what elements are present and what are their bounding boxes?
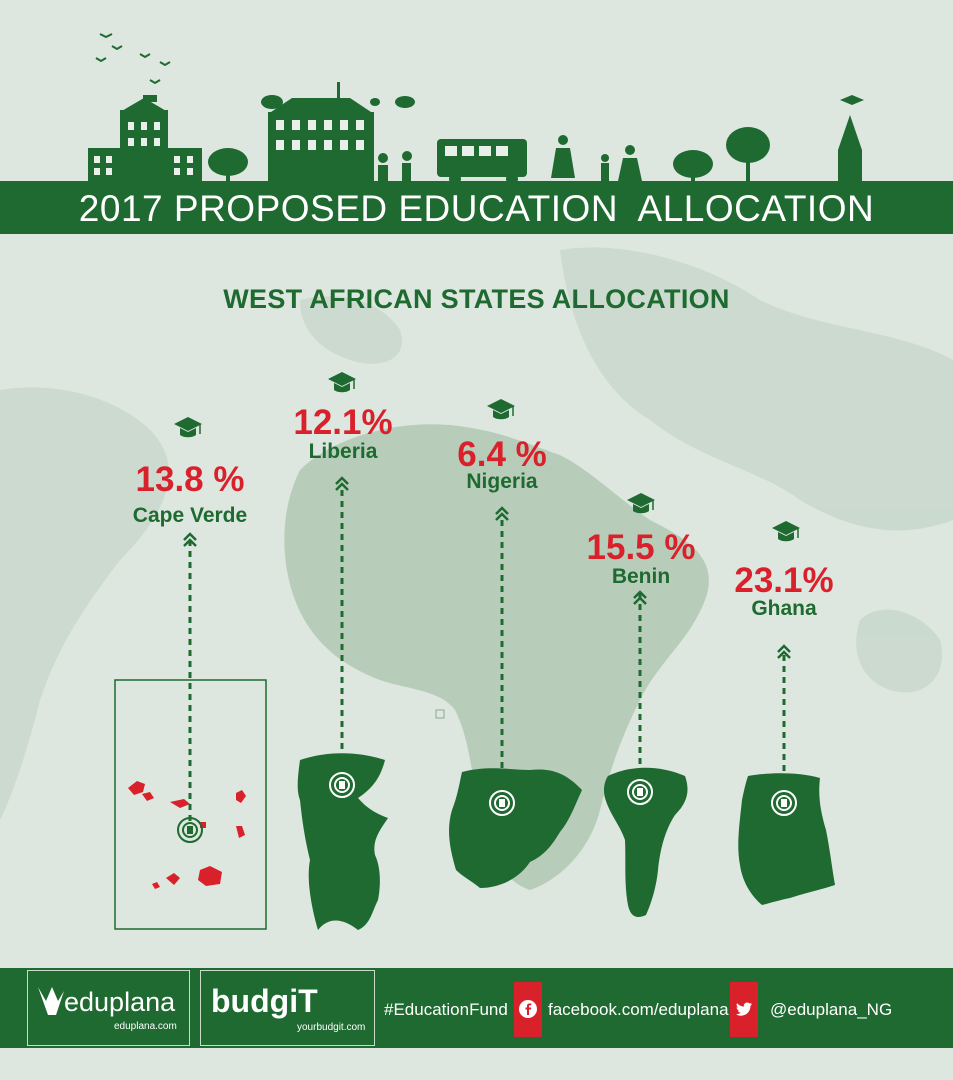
value-label-liberia: 12.1% [293, 403, 393, 442]
eduplana-url: eduplana.com [114, 1021, 177, 1032]
eduplana-logo-text: eduplana [64, 987, 176, 1017]
page-title: 2017 PROPOSED EDUCATION ALLOCATION [78, 188, 875, 229]
building-windows [94, 120, 508, 175]
facebook-link[interactable]: facebook.com/eduplana [548, 1000, 729, 1019]
graduation-cap-icon [487, 399, 515, 420]
chevron-up-icons [183, 476, 791, 659]
map-marker-square [435, 709, 445, 719]
africa-map [284, 424, 709, 890]
target-marker-icon [329, 772, 355, 798]
school-skyline-illustration [88, 33, 864, 185]
country-label-benin: Benin [611, 565, 671, 588]
target-marker-icon [771, 790, 797, 816]
title-band [0, 181, 953, 234]
nigeria-map [449, 768, 582, 888]
target-marker-icon [489, 790, 515, 816]
connector-lines [188, 490, 786, 825]
target-markers [177, 772, 797, 843]
cape-verde-inset-frame [114, 679, 267, 930]
budgit-logo-text: budgiT [211, 983, 318, 1019]
eduplana-shoe-icon [38, 987, 64, 1015]
chevron-up-icon [633, 590, 647, 605]
country-label-cape-verde: Cape Verde [132, 504, 248, 527]
hashtag-link[interactable]: #EducationFund [384, 1000, 508, 1019]
chevron-up-icon [183, 532, 197, 547]
graduation-cap-icon [772, 521, 800, 542]
ghana-map [738, 773, 835, 905]
chevron-up-icon [335, 476, 349, 491]
country-label-ghana: Ghana [751, 597, 817, 620]
twitter-icon[interactable] [730, 982, 758, 1037]
eduplana-logo[interactable]: eduplana eduplana.com [27, 970, 190, 1046]
country-label-liberia: Liberia [308, 440, 378, 463]
graduation-cap-icon [627, 493, 655, 514]
target-marker-icon [627, 779, 653, 805]
graduation-cap-icon [174, 417, 202, 438]
budgit-url: yourbudgit.com [297, 1022, 366, 1033]
value-label-ghana: 23.1% [734, 561, 834, 600]
value-label-nigeria: 6.4 % [457, 435, 547, 474]
country-label-nigeria: Nigeria [466, 470, 538, 493]
twitter-link[interactable]: @eduplana_NG [770, 1000, 893, 1019]
benin-map [604, 767, 688, 917]
chevron-up-icon [495, 506, 509, 521]
facebook-icon[interactable] [514, 982, 542, 1037]
cape-verde-islands [128, 781, 246, 889]
value-label-cape-verde: 13.8 % [135, 460, 245, 499]
graduation-cap-icons [174, 372, 800, 542]
world-map-texture [0, 247, 953, 820]
graduation-cap-icon [328, 372, 356, 393]
chart-subtitle: WEST AFRICAN STATES ALLOCATION [223, 284, 730, 314]
liberia-map [297, 753, 388, 930]
chevron-up-icon [777, 644, 791, 659]
value-label-benin: 15.5 % [586, 528, 696, 567]
target-marker-icon [177, 817, 203, 843]
budgit-logo[interactable]: budgiT yourbudgit.com [200, 970, 375, 1046]
